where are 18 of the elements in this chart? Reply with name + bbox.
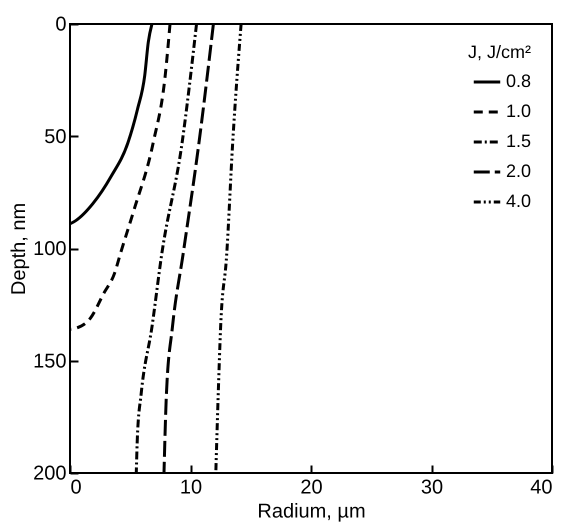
x-tick-label: 20 (300, 476, 323, 498)
legend-label: 1.5 (506, 131, 532, 151)
legend-title: J, J/cm² (468, 42, 531, 62)
x-tick-label: 0 (70, 476, 82, 498)
legend-label: 4.0 (506, 191, 532, 211)
legend-label: 1.0 (506, 101, 532, 121)
y-tick-label: 150 (33, 350, 66, 372)
x-tick-label: 10 (180, 476, 202, 498)
legend-label: 2.0 (506, 161, 532, 181)
y-axis-title: Depth, nm (8, 202, 30, 296)
y-tick-label: 0 (55, 14, 66, 36)
x-axis-title: Radium, µm (257, 500, 366, 522)
y-tick-label: 100 (33, 238, 66, 260)
x-tick-label: 30 (420, 476, 444, 498)
legend-label: 0.8 (506, 71, 532, 91)
x-tick-label: 40 (530, 476, 552, 498)
y-tick-label: 50 (44, 126, 66, 148)
y-tick-label: 200 (33, 462, 66, 484)
